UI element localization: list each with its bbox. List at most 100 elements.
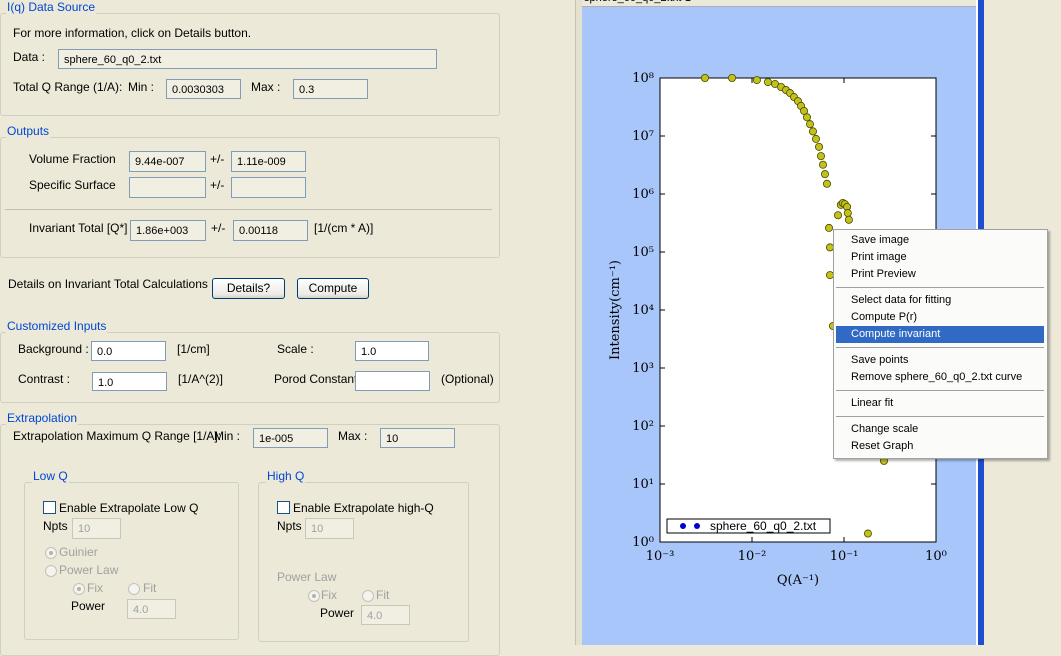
data-point — [800, 106, 809, 115]
label: [1/A^(2)] — [178, 372, 223, 386]
text-field: 4.0 — [127, 599, 176, 619]
radio-button — [73, 583, 85, 595]
compute-button[interactable]: Compute — [297, 278, 369, 299]
data-point — [825, 223, 834, 232]
label: Contrast : — [18, 372, 71, 386]
text-field: 4.0 — [361, 605, 410, 625]
menu-item[interactable]: Linear fit — [851, 397, 894, 409]
menu-item[interactable]: Save points — [851, 354, 909, 366]
label: Invariant Total [Q*] — [29, 221, 128, 235]
x-tick-label: 10⁻¹ — [830, 549, 859, 564]
text-field[interactable]: 0.0 — [91, 341, 166, 361]
checkbox[interactable] — [277, 501, 290, 514]
radio-label: Power Law — [59, 563, 119, 577]
separator — [5, 209, 492, 210]
x-tick-label: 10⁻² — [738, 549, 767, 564]
x-tick-label: 10⁰ — [925, 549, 947, 564]
label: [1/cm] — [177, 342, 210, 356]
y-tick-label: 10⁰ — [632, 535, 654, 550]
group-box — [0, 13, 500, 116]
label: Npts — [43, 519, 68, 533]
label: Min : — [128, 80, 155, 94]
label: Power Law — [277, 570, 337, 584]
label: Max : — [338, 429, 368, 443]
menu-item[interactable]: Remove sphere_60_q0_2.txt curve — [851, 371, 1023, 383]
text-field: sphere_60_q0_2.txt — [58, 49, 437, 69]
text-field: 1.11e-009 — [231, 151, 306, 172]
text-field: 10 — [305, 518, 354, 539]
group-title: Outputs — [6, 124, 51, 138]
x-axis-label: Q(A⁻¹) — [777, 573, 819, 588]
data-point — [818, 160, 827, 169]
group-title: Low Q — [32, 469, 69, 483]
menu-separator — [836, 347, 1044, 348]
group-box — [0, 137, 500, 258]
label: Data : — [13, 50, 46, 64]
text-field[interactable] — [355, 371, 430, 391]
menu-item[interactable]: Select data for fitting — [851, 294, 952, 306]
group-box — [258, 482, 469, 642]
text-field — [231, 177, 306, 198]
label: Total Q Range (1/A): — [13, 80, 123, 94]
text-field: 10 — [72, 518, 121, 539]
data-point — [843, 209, 852, 218]
menu-item[interactable]: Print image — [851, 251, 907, 263]
context-menu: Save image Print image Print Preview Select… — [833, 229, 1048, 459]
menu-separator — [836, 416, 1044, 417]
label: [1/(cm * A)] — [314, 221, 374, 235]
radio-label: Fix — [321, 588, 337, 602]
label: Volume Fraction — [29, 152, 116, 166]
y-tick-label: 10⁵ — [632, 245, 654, 260]
text-field[interactable]: 1.0 — [355, 341, 429, 361]
y-axis-label: Intensity(cm⁻¹) — [608, 260, 623, 360]
legend-label: sphere_60_q0_2.txt — [710, 519, 817, 533]
label: +/- — [210, 152, 225, 166]
menu-item[interactable]: Print Preview — [851, 268, 916, 280]
menu-item[interactable]: Change scale — [851, 423, 919, 435]
menu-item[interactable]: Save image — [851, 234, 910, 246]
radio-label: Fit — [376, 588, 390, 602]
radio-button — [362, 590, 374, 602]
label: Power — [71, 599, 106, 613]
text-field: 10 — [380, 428, 455, 448]
details-button[interactable]: Details? — [212, 278, 285, 299]
radio-button — [45, 547, 57, 559]
menu-item[interactable]: Compute P(r) — [851, 311, 918, 323]
radio-label: Fit — [143, 581, 157, 595]
y-tick-label: 10⁶ — [632, 187, 654, 202]
y-tick-label: 10¹ — [632, 477, 654, 492]
data-point — [844, 215, 853, 224]
checkbox[interactable] — [43, 501, 56, 514]
data-point — [820, 170, 829, 179]
y-tick-label: 10³ — [632, 361, 654, 376]
legend-marker — [680, 523, 686, 529]
label: +/- — [210, 178, 225, 192]
group-box — [0, 332, 500, 403]
y-tick-label: 10⁴ — [632, 303, 654, 318]
label: (Optional) — [441, 372, 494, 386]
text-field[interactable]: 1.0 — [92, 372, 167, 391]
data-point — [808, 127, 817, 136]
label: Extrapolation Maximum Q Range [1/A]: — [13, 429, 222, 443]
data-point — [834, 211, 843, 220]
text-field: 0.00118 — [233, 220, 308, 241]
text-field: 1.86e+003 — [130, 220, 206, 241]
radio-button — [45, 565, 57, 577]
data-point — [728, 74, 737, 83]
text-field — [129, 177, 206, 198]
y-tick-label: 10² — [632, 419, 654, 434]
menu-separator — [836, 287, 1044, 288]
label: Min : — [214, 429, 241, 443]
y-tick-label: 10⁷ — [632, 129, 654, 144]
label: Max : — [251, 80, 281, 94]
group-title: Customized Inputs — [6, 319, 108, 333]
text-field: 0.3 — [293, 79, 368, 99]
splitter[interactable] — [575, 0, 583, 645]
text-field: 1e-005 — [253, 428, 328, 448]
label: Porod Constant: — [274, 372, 361, 386]
menu-item[interactable]: Reset Graph — [851, 440, 914, 452]
menu-item[interactable]: Compute invariant — [836, 326, 1044, 343]
radio-label: Fix — [87, 581, 103, 595]
label: Details on Invariant Total Calculations — [8, 277, 208, 291]
